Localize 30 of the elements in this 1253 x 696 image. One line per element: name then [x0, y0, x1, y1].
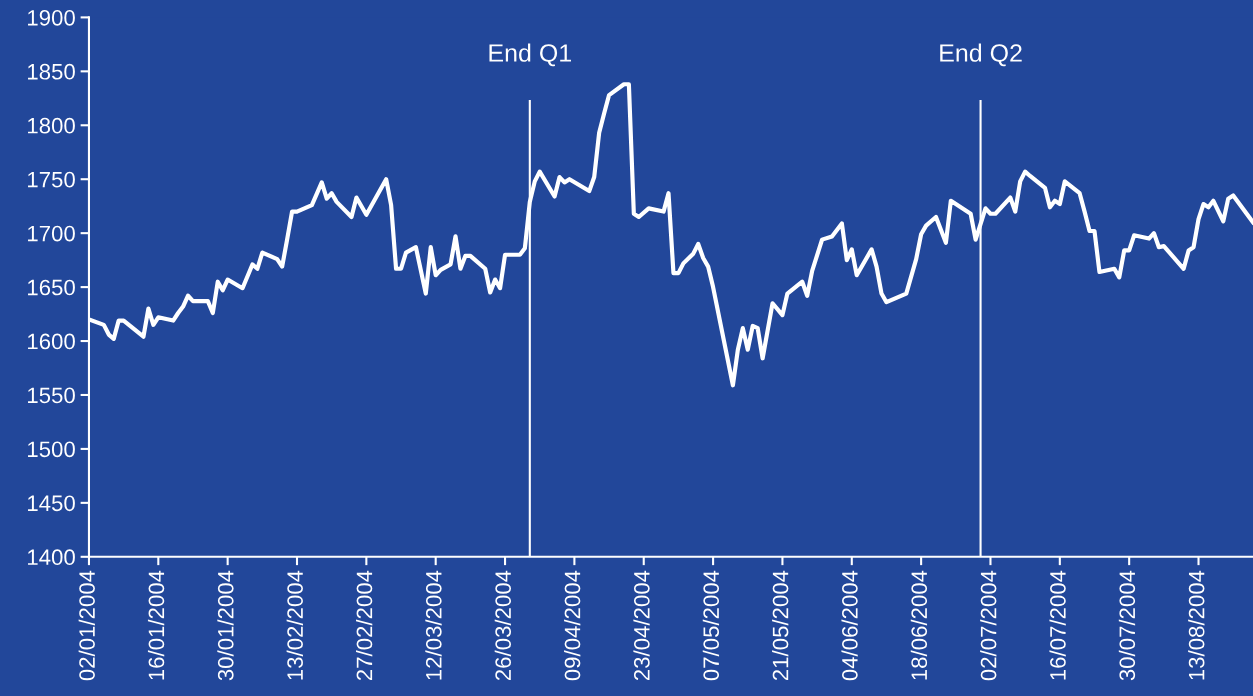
x-tick-label: 30/07/2004: [1118, 570, 1136, 681]
y-tick-label: 1700: [28, 225, 75, 242]
ref-line-label: End Q2: [940, 43, 1022, 67]
x-tick-label: 02/07/2004: [980, 570, 997, 681]
x-tick-label: 26/03/2004: [494, 570, 512, 681]
x-tick-label: 07/05/2004: [702, 570, 720, 681]
x-tick-label: 30/01/2004: [217, 570, 234, 681]
x-tick-label: 27/02/2004: [355, 570, 373, 681]
x-tick-label: 16/01/2004: [147, 570, 165, 680]
y-tick-label: 1900: [28, 9, 75, 26]
x-tick-label: 21/05/2004: [772, 570, 789, 681]
y-tick-label: 1500: [28, 441, 75, 458]
y-tick-label: 1650: [28, 279, 75, 296]
x-tick-label: 13/02/2004: [286, 570, 303, 680]
y-tick-label: 1850: [28, 63, 75, 80]
x-tick-label: 18/06/2004: [910, 570, 928, 680]
ref-line-label: End Q1: [489, 43, 571, 67]
x-tick-label: 16/07/2004: [1049, 570, 1066, 680]
x-tick-label: 09/04/2004: [564, 570, 581, 681]
y-tick-label: 1450: [28, 495, 75, 512]
y-tick-label: 1400: [28, 549, 75, 566]
x-tick-label: 23/04/2004: [633, 570, 650, 681]
x-tick-label: 13/08/2004: [1188, 570, 1205, 680]
x-tick-label: 02/01/2004: [78, 570, 95, 681]
y-tick-label: 1550: [28, 387, 75, 404]
x-tick-label: 04/06/2004: [841, 570, 858, 681]
y-tick-label: 1750: [28, 171, 75, 188]
y-tick-label: 1800: [28, 117, 75, 134]
y-tick-label: 1600: [28, 333, 75, 350]
x-tick-label: 12/03/2004: [425, 570, 442, 680]
